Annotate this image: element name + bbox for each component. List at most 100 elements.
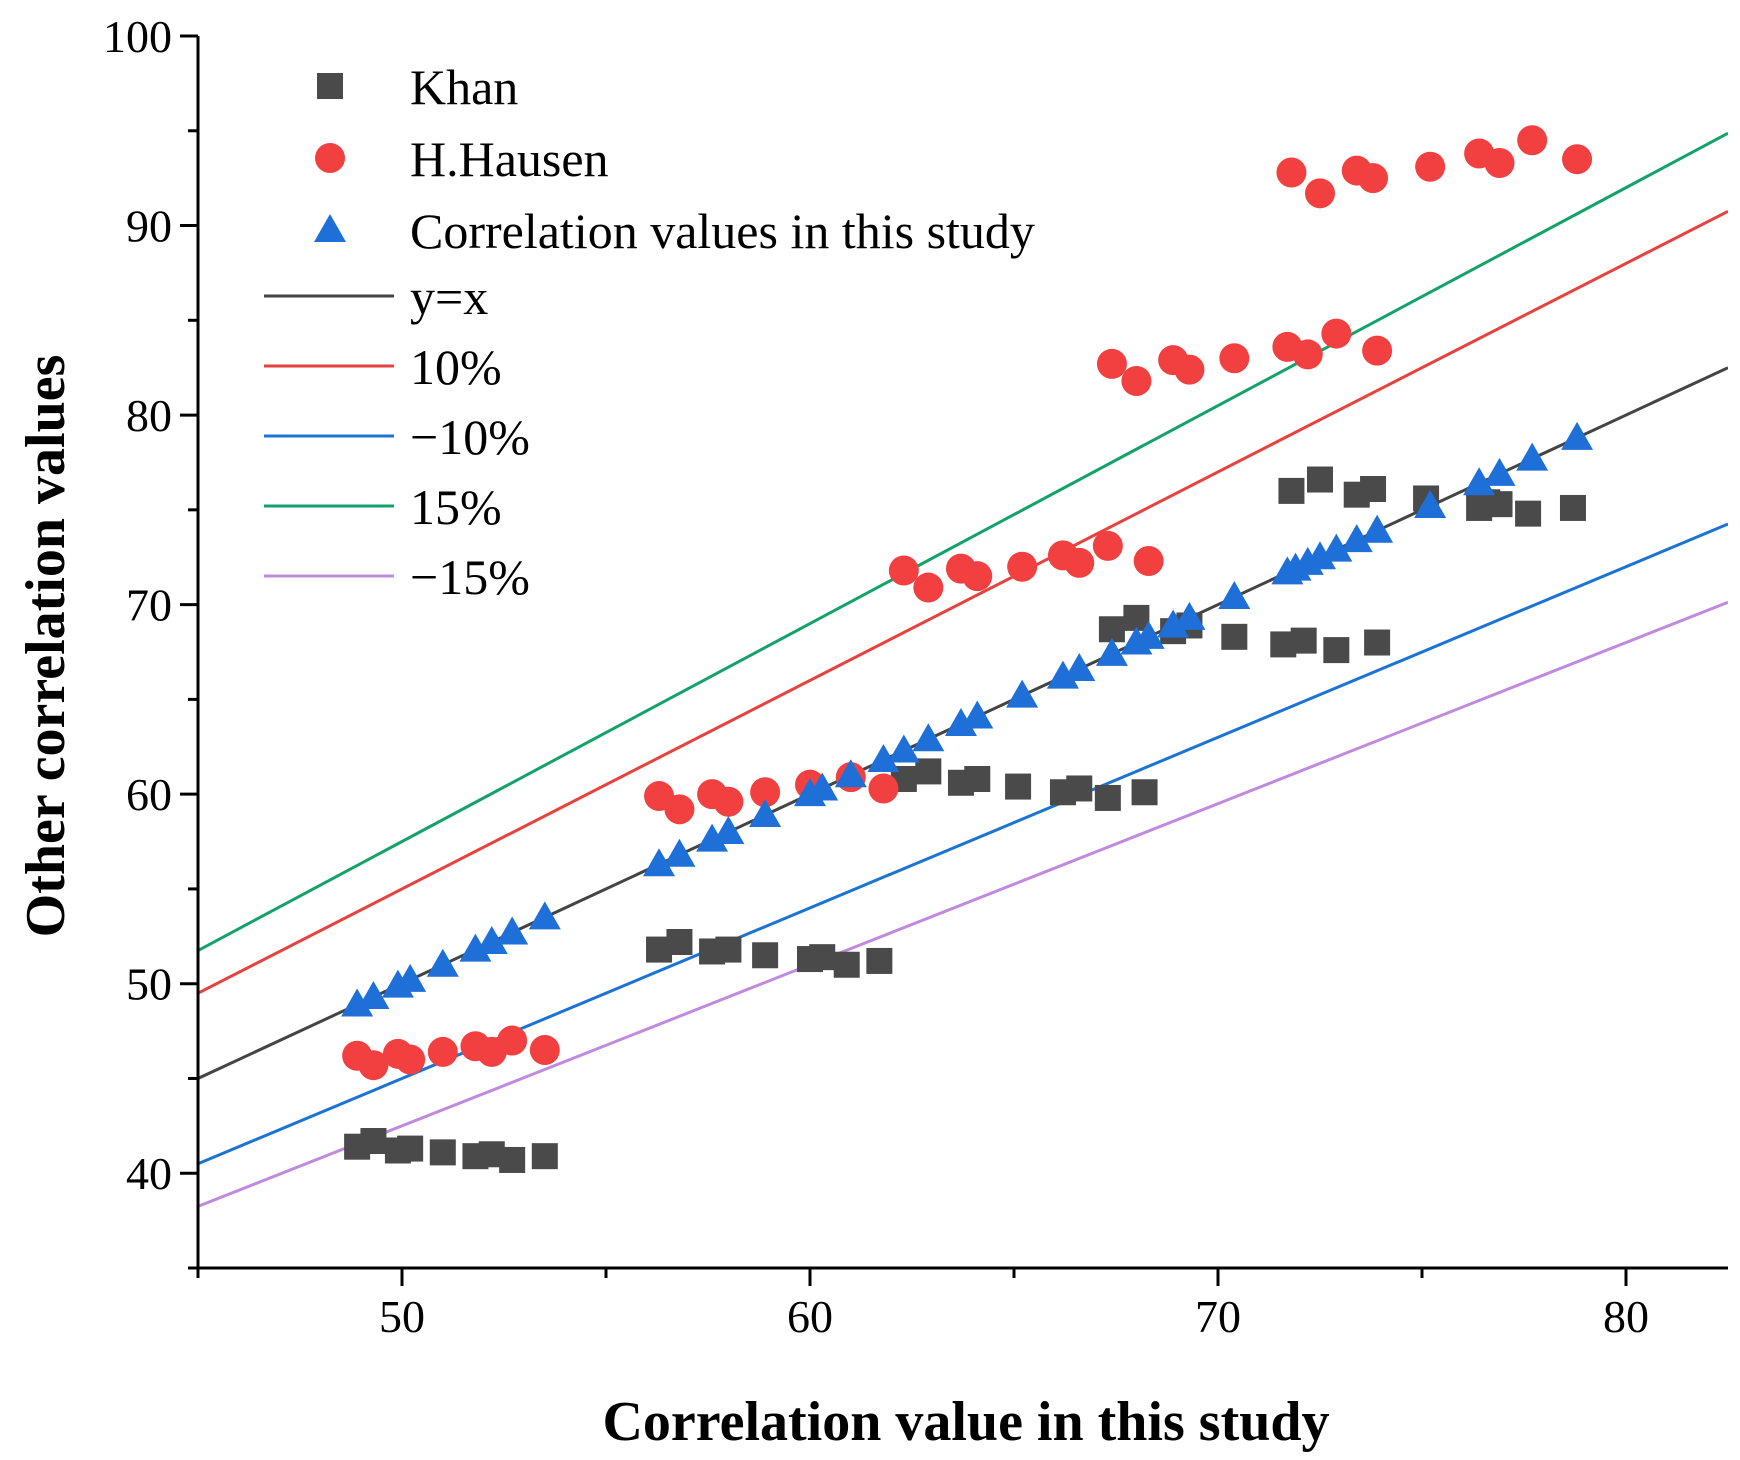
y-axis-title: Other correlation values: [15, 355, 77, 938]
triangle-point: [1320, 533, 1353, 562]
triangle-point: [1516, 442, 1549, 471]
square-point: [666, 928, 693, 955]
triangle-point: [1483, 457, 1516, 486]
triangle-point: [341, 988, 374, 1017]
circle-point: [1007, 551, 1038, 582]
legend-label: Khan: [410, 59, 518, 115]
circle-point: [1484, 147, 1515, 178]
square-point: [1066, 775, 1093, 802]
square-point: [752, 942, 779, 969]
square-point: [360, 1128, 387, 1155]
triangle-point: [712, 816, 745, 845]
axes: 50 60 70 80 40 50 60 70 80 90 100: [103, 11, 1728, 1342]
reference-line-10: [198, 209, 1728, 995]
circle-point: [395, 1044, 426, 1075]
square-point: [866, 947, 893, 974]
y-tick-label: 60: [126, 769, 172, 820]
square-point: [1005, 773, 1032, 800]
triangle-point: [1340, 524, 1373, 553]
square-point: [397, 1135, 424, 1162]
triangle-point: [1304, 541, 1336, 570]
square-point: [531, 1143, 558, 1170]
square-point: [1131, 779, 1158, 806]
square-point: [499, 1146, 526, 1173]
triangle-point: [643, 848, 676, 877]
legend-label: −10%: [410, 409, 530, 465]
circle-point: [1362, 335, 1393, 366]
triangle-point: [1063, 653, 1096, 682]
triangle-point: [1046, 660, 1079, 689]
triangle-point: [663, 838, 696, 867]
triangle-point: [1132, 620, 1165, 649]
y-tick-label: 40: [126, 1148, 172, 1199]
triangle-point: [749, 799, 782, 828]
reference-line-10: [198, 522, 1728, 1166]
series-circle: [342, 125, 1593, 1081]
circle-point: [1276, 157, 1307, 188]
y-tick-label: 90: [126, 201, 172, 252]
legend-label: 15%: [410, 479, 502, 535]
y-tick-label: 100: [103, 11, 172, 62]
square-point: [809, 944, 836, 971]
square-point: [1486, 491, 1513, 518]
x-tick-label: 80: [1603, 1291, 1649, 1342]
legend-label: y=x: [410, 269, 488, 325]
circle-point: [1321, 318, 1352, 349]
square-point: [1221, 623, 1248, 650]
circle-point: [1096, 348, 1127, 379]
circle-point: [868, 773, 899, 804]
legend-circle-icon: [315, 143, 345, 173]
triangle-point: [944, 708, 977, 737]
square-point: [915, 758, 942, 785]
circle-point: [1305, 178, 1335, 209]
square-point: [1290, 627, 1317, 654]
square-point: [1364, 629, 1391, 656]
legend: Khan H.Hausen Correlation values in this s…: [264, 59, 1035, 605]
circle-point: [427, 1036, 458, 1067]
square-point: [1559, 494, 1586, 521]
series-triangle: [341, 421, 1594, 1017]
triangle-point: [912, 723, 945, 752]
square-point: [1307, 466, 1333, 493]
square-point: [1360, 475, 1387, 502]
triangle-point: [961, 700, 994, 729]
x-tick-label: 50: [379, 1291, 425, 1342]
triangle-point: [496, 916, 529, 945]
triangle-point: [357, 980, 390, 1009]
circle-point: [713, 786, 744, 817]
circle-point: [1064, 547, 1095, 578]
triangle-point: [1561, 421, 1594, 450]
triangle-point: [1218, 581, 1251, 610]
triangle-point: [394, 963, 427, 992]
legend-triangle-icon: [314, 214, 346, 242]
circle-point: [1292, 339, 1323, 370]
circle-point: [1174, 354, 1205, 385]
reference-line-15: [198, 131, 1728, 952]
triangle-point: [459, 933, 492, 962]
square-point: [429, 1139, 456, 1166]
square-point: [715, 936, 742, 963]
circle-point: [1219, 343, 1250, 374]
triangle-point: [1173, 601, 1206, 630]
circle-point: [1517, 125, 1548, 156]
triangle-point: [1414, 490, 1447, 519]
triangle-point: [834, 759, 867, 788]
circle-point: [913, 572, 944, 603]
circle-point: [1092, 530, 1123, 561]
circle-point: [888, 555, 919, 586]
triangle-point: [1006, 679, 1039, 708]
reference-line-15: [198, 600, 1728, 1208]
triangle-point: [1157, 609, 1190, 638]
x-axis-title: Correlation value in this study: [602, 1391, 1329, 1453]
square-point: [1278, 477, 1305, 504]
triangle-point: [867, 744, 900, 773]
triangle-point: [1463, 467, 1496, 496]
triangle-point: [426, 948, 459, 977]
triangle-point: [1361, 514, 1394, 543]
triangle-point: [887, 734, 920, 763]
x-tick-label: 70: [1195, 1291, 1241, 1342]
circle-point: [1562, 144, 1593, 175]
square-point: [833, 951, 860, 978]
circle-point: [1415, 151, 1446, 182]
